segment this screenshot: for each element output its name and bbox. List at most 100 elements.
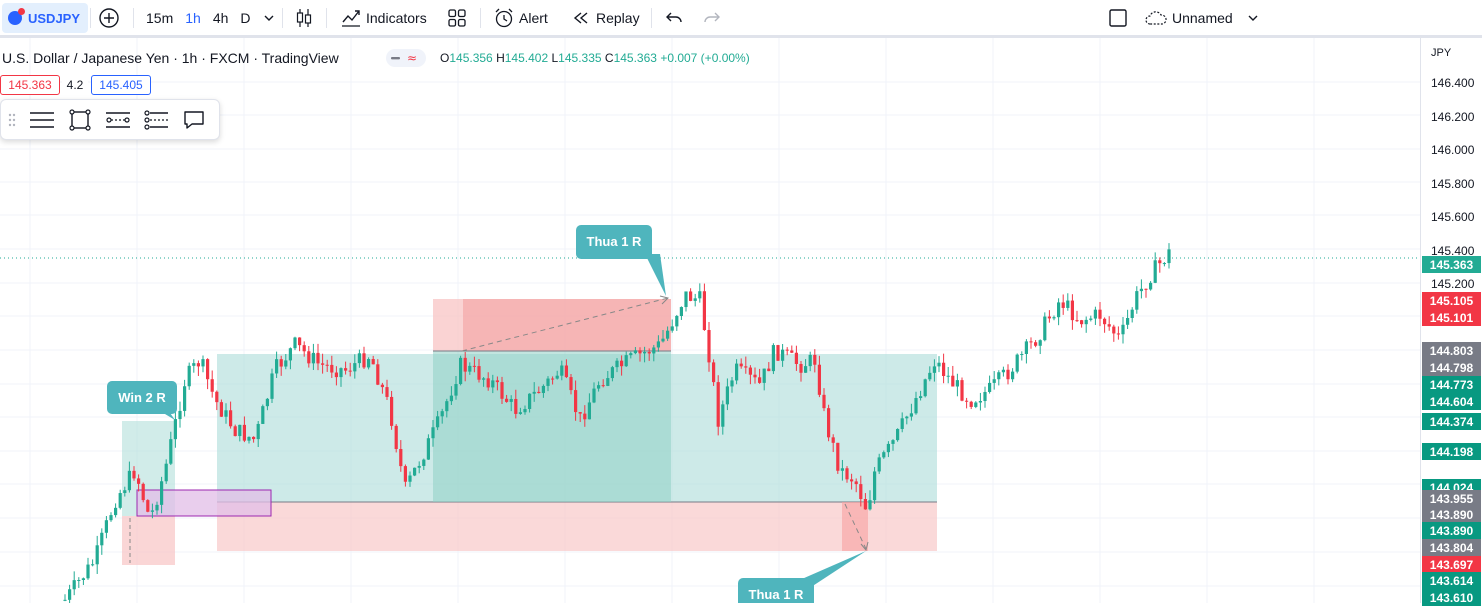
callout-loss-top-text: Thua 1 R xyxy=(587,234,643,249)
candle-body xyxy=(265,398,269,407)
price-axis[interactable]: JPY 146.400 146.200 146.000 145.800 145.600 1… xyxy=(1420,38,1482,606)
chart-type-button[interactable] xyxy=(294,0,314,36)
price-tag: 144.803 xyxy=(1422,342,1481,359)
candle-body xyxy=(196,363,200,367)
interval-d[interactable]: D xyxy=(240,10,251,26)
chart-canvas[interactable]: Win 2 R Thua 1 R Thua 1 R xyxy=(0,38,1420,603)
symbol-search-button[interactable]: USDJPY xyxy=(2,3,88,33)
candle-body xyxy=(1089,318,1093,320)
candle-body xyxy=(804,366,808,373)
alert-button[interactable]: Alert xyxy=(493,0,548,36)
interval-1h[interactable]: 1h xyxy=(185,10,201,26)
interval-4h[interactable]: 4h xyxy=(212,10,229,26)
candle-body xyxy=(873,471,877,501)
candle-body xyxy=(307,351,311,364)
candle-body xyxy=(229,410,233,427)
candle-body xyxy=(325,364,329,366)
horizontal-lines-tool-button[interactable] xyxy=(23,102,61,138)
price-tick-label: 146.000 xyxy=(1431,143,1475,157)
candle-body xyxy=(1011,371,1015,380)
candle-body xyxy=(114,507,118,516)
buy-price-button[interactable]: 145.405 xyxy=(91,75,151,95)
candle-body xyxy=(183,386,187,411)
candle-body xyxy=(353,363,357,372)
layout-name-button[interactable]: Unnamed xyxy=(1144,0,1259,36)
short-position-loss[interactable] xyxy=(433,299,671,502)
fullscreen-button[interactable] xyxy=(1108,0,1128,36)
compare-symbol-button[interactable] xyxy=(98,0,120,36)
price-tag: 143.697 xyxy=(1422,556,1481,573)
candle-body xyxy=(919,396,923,399)
currency-label[interactable]: JPY xyxy=(1431,47,1452,59)
sell-price-button[interactable]: 145.363 xyxy=(0,75,60,95)
rectangle-tool-button[interactable] xyxy=(61,102,99,138)
candle-body xyxy=(445,401,449,412)
toolbar-divider xyxy=(651,8,652,28)
redo-button[interactable] xyxy=(703,0,721,36)
candle-body xyxy=(868,500,872,510)
trade-path-arrow-icon xyxy=(659,295,669,305)
price-tag: 143.614 xyxy=(1422,572,1481,589)
candle-body xyxy=(1135,291,1139,310)
replay-button[interactable]: Replay xyxy=(572,0,640,36)
high-key: H xyxy=(496,51,505,65)
candle-body xyxy=(675,315,679,327)
candle-body xyxy=(1034,342,1038,346)
candle-body xyxy=(201,359,205,367)
interval-group: 15m 1h 4h D xyxy=(146,0,275,36)
candle-body xyxy=(560,365,564,376)
candle-body xyxy=(109,515,113,521)
date-price-range[interactable] xyxy=(136,489,272,517)
chart-pane[interactable]: Win 2 R Thua 1 R Thua 1 R xyxy=(0,38,1420,603)
candle-body xyxy=(693,298,697,301)
callout-pointer xyxy=(645,254,666,296)
candle-body xyxy=(270,373,274,399)
data-status-pill[interactable]: ≈ xyxy=(386,49,426,67)
candle-body xyxy=(1121,324,1125,335)
candle-body xyxy=(302,345,306,352)
candle-body xyxy=(376,364,380,385)
layouts-button[interactable] xyxy=(447,0,467,36)
interval-15m[interactable]: 15m xyxy=(146,10,174,26)
undo-button[interactable] xyxy=(665,0,683,36)
indicators-button[interactable]: Indicators xyxy=(340,0,427,36)
candle-body xyxy=(978,401,982,403)
callout-loss-bottom-text: Thua 1 R xyxy=(749,587,805,602)
candle-body xyxy=(827,408,831,438)
indicators-icon xyxy=(342,10,360,27)
callout-win[interactable]: Win 2 R xyxy=(107,381,177,420)
candle-body xyxy=(831,437,835,443)
candle-body xyxy=(1057,302,1061,318)
date-price-range-tool-button[interactable] xyxy=(99,102,137,138)
svg-text:≈: ≈ xyxy=(407,51,417,65)
alarm-clock-icon xyxy=(495,8,513,28)
candle-body xyxy=(224,410,228,417)
candle-body xyxy=(951,375,955,387)
callout-tool-button[interactable] xyxy=(175,102,213,138)
candle-body xyxy=(500,382,504,399)
candle-body xyxy=(845,468,849,480)
candle-body xyxy=(679,307,683,316)
candle-body xyxy=(928,372,932,380)
toolbar-divider xyxy=(480,8,481,28)
candle-body xyxy=(1139,288,1143,292)
candle-body xyxy=(68,589,72,600)
callout-loss-bottom[interactable]: Thua 1 R xyxy=(738,551,866,603)
candle-body xyxy=(748,367,752,375)
position-tool-button[interactable] xyxy=(137,102,175,138)
candle-body xyxy=(725,386,729,405)
drag-handle[interactable] xyxy=(1,113,23,127)
candle-body xyxy=(877,457,881,472)
drawing-floating-toolbar xyxy=(0,99,220,140)
candle-body xyxy=(330,364,334,373)
candle-body xyxy=(178,410,182,420)
candle-body xyxy=(1001,369,1005,373)
candle-body xyxy=(468,365,472,372)
candle-body xyxy=(141,483,145,501)
candle-body xyxy=(72,580,76,590)
candle-body xyxy=(716,382,720,427)
candle-body xyxy=(1158,260,1162,264)
series-title[interactable]: U.S. Dollar / Japanese Yen · 1h · FXCM ·… xyxy=(2,50,339,66)
callout-loss-top[interactable]: Thua 1 R xyxy=(576,225,666,296)
chevron-down-icon[interactable] xyxy=(263,12,275,24)
